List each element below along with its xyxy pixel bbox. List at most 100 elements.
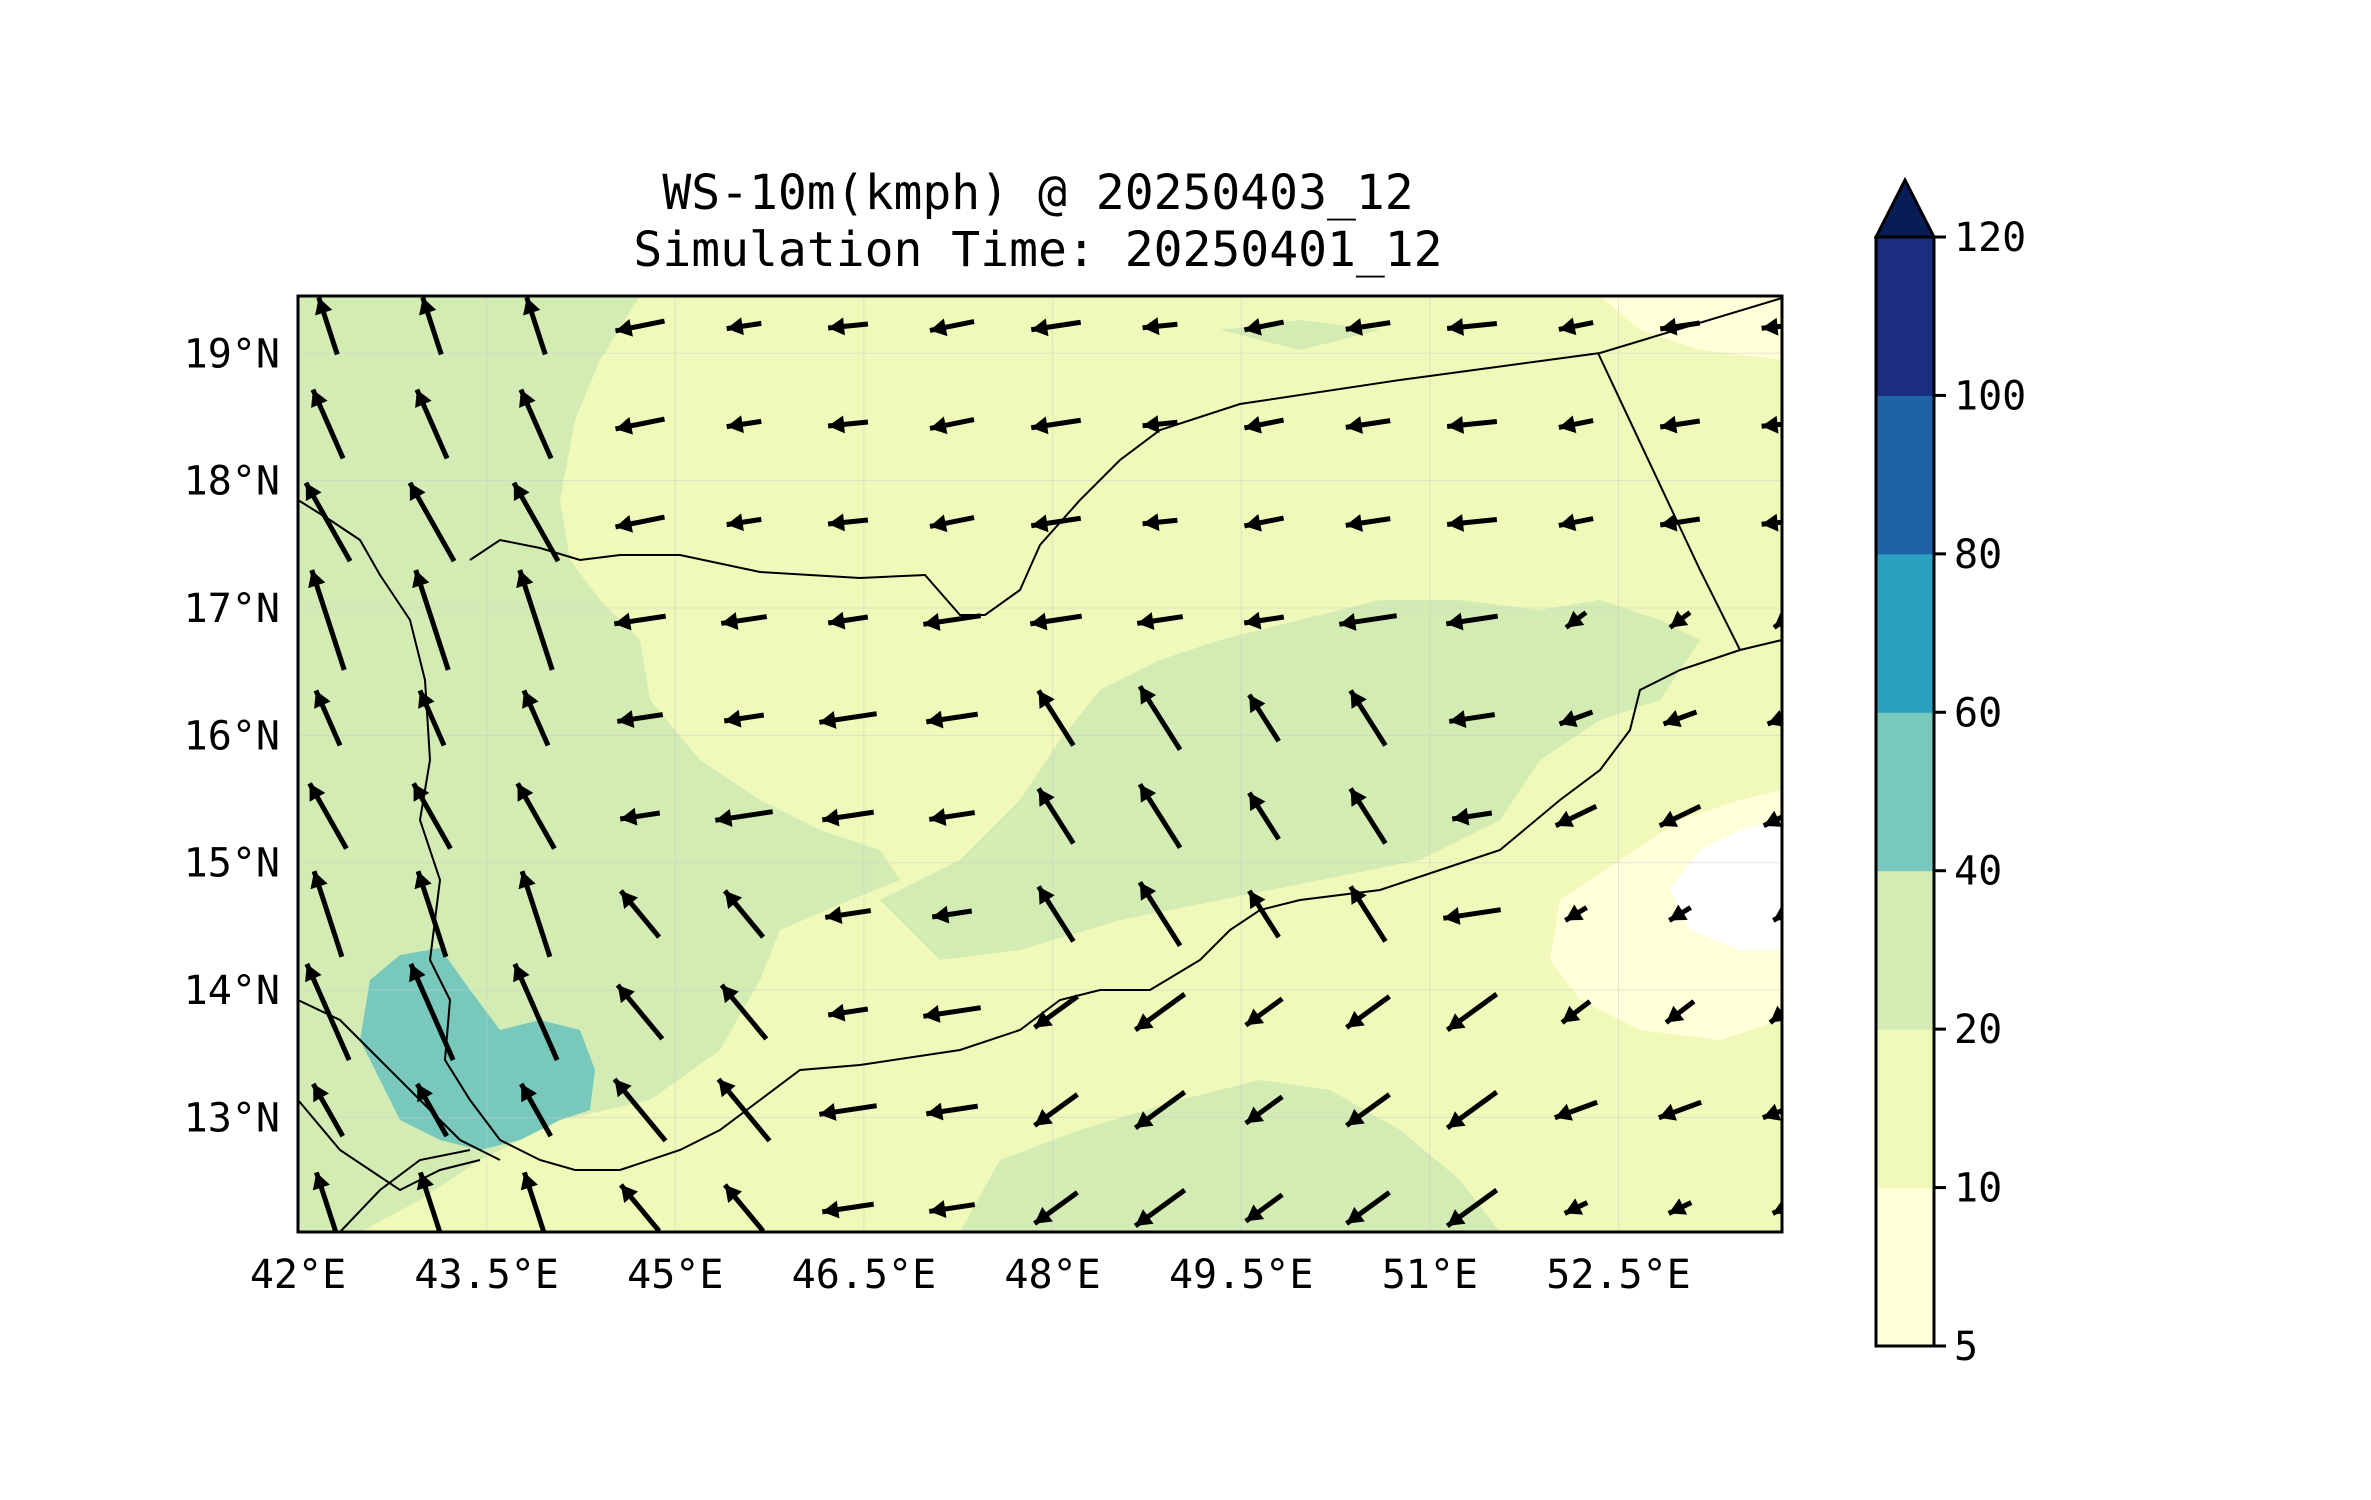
longitude-tick-labels: 42°E 43.5°E 45°E 46.5°E 48°E 49.5°E 51°E 52.5°E xyxy=(250,1252,1691,1298)
latitude-tick-labels: 19°N 18°N 17°N 16°N 15°N 14°N 13°N xyxy=(184,331,280,1141)
wind-arrow xyxy=(1761,415,1782,434)
wind-arrow xyxy=(313,689,343,747)
map-panel: 42°E 43.5°E 45°E 46.5°E 48°E 49.5°E 51°E 52.5°E… xyxy=(184,294,1784,1298)
wind-arrow xyxy=(616,710,664,728)
wind-arrow xyxy=(310,870,345,958)
colorbar-tick-label: 120 xyxy=(1954,215,2026,261)
contour-below-5-east xyxy=(1670,820,1782,950)
wind-arrow xyxy=(1761,513,1782,532)
colorbar-segment xyxy=(1876,712,1934,872)
wind-arrow xyxy=(1761,317,1782,336)
lon-tick-label: 45°E xyxy=(627,1252,723,1298)
wind-arrow xyxy=(1762,1103,1782,1121)
lat-tick-label: 18°N xyxy=(184,459,280,505)
wind-arrow xyxy=(1036,885,1076,943)
wind-arrow xyxy=(1137,880,1183,948)
wind-arrow xyxy=(821,808,875,827)
colorbar-segment xyxy=(1876,870,1934,1030)
wind-arrow xyxy=(519,1082,553,1138)
wind-arrow xyxy=(1448,710,1496,728)
wind-arrow xyxy=(1564,610,1588,630)
wind-arrow xyxy=(1345,318,1391,336)
wind-arrow xyxy=(827,513,869,532)
wind-arrow xyxy=(1348,885,1388,943)
wind-arrow xyxy=(419,296,444,356)
colorbar-tick-labels: 5 10 20 40 60 80 100 120 xyxy=(1934,215,2026,1370)
wind-arrow xyxy=(1033,1190,1079,1226)
wind-vector-field xyxy=(303,296,1782,1232)
wind-arrow xyxy=(1560,999,1592,1025)
colorbar-segment xyxy=(1876,1187,1934,1347)
wind-arrow xyxy=(1345,514,1391,532)
red-sea-coast xyxy=(298,499,620,1171)
wind-arrow xyxy=(922,1005,982,1023)
wind-arrow xyxy=(1036,689,1076,747)
wind-arrow xyxy=(1137,684,1183,752)
colorbar-tick-label: 5 xyxy=(1954,1324,1978,1370)
wind-arrow xyxy=(722,889,766,939)
lon-tick-label: 49.5°E xyxy=(1169,1252,1314,1298)
wind-arrow xyxy=(613,612,667,631)
wind-arrow xyxy=(315,296,340,356)
wind-arrow xyxy=(922,613,982,631)
wind-arrow xyxy=(615,514,665,533)
wind-arrow xyxy=(929,514,975,533)
wind-arrow xyxy=(716,1077,772,1143)
wind-arrow xyxy=(726,415,762,434)
wind-arrow xyxy=(1668,610,1692,630)
wind-arrow xyxy=(1554,1099,1598,1121)
wind-arrow xyxy=(618,1183,662,1232)
wind-arrow xyxy=(310,388,346,460)
lat-tick-label: 15°N xyxy=(184,841,280,887)
wind-arrow xyxy=(1133,1090,1187,1130)
wind-arrow xyxy=(1668,904,1692,923)
wind-arrow xyxy=(931,905,973,924)
wind-arrow xyxy=(303,481,353,563)
wind-arrow xyxy=(1030,514,1082,533)
wind-arrow xyxy=(612,1077,668,1143)
eritrea-border xyxy=(298,1099,481,1192)
wind-arrow xyxy=(1345,416,1391,434)
wind-arrow xyxy=(827,317,869,336)
wind-arrow xyxy=(1772,610,1782,630)
wind-arrow xyxy=(1345,1092,1391,1128)
wind-arrow xyxy=(925,710,979,729)
wind-arrow xyxy=(1243,317,1285,336)
wind-arrow xyxy=(516,569,555,671)
wind-arrow xyxy=(518,388,554,460)
colorbar-segments xyxy=(1876,237,1934,1347)
map-frame xyxy=(296,294,1784,1234)
lon-tick-label: 46.5°E xyxy=(792,1252,937,1298)
wind-arrow xyxy=(1142,415,1178,434)
wind-arrow xyxy=(928,1200,976,1218)
wind-arrow xyxy=(1133,1188,1187,1228)
wind-arrow xyxy=(1445,612,1499,631)
wind-arrow xyxy=(1446,513,1498,532)
lon-tick-label: 43.5°E xyxy=(414,1252,559,1298)
wind-arrow xyxy=(1558,709,1594,727)
colorbar-segment xyxy=(1876,395,1934,555)
wind-arrow xyxy=(1244,996,1284,1028)
colorbar-tick-label: 100 xyxy=(1954,373,2026,419)
wind-arrow xyxy=(821,1200,875,1219)
wind-arrow xyxy=(1030,318,1082,337)
contour-20-40-south xyxy=(960,1080,1500,1232)
wind-arrow xyxy=(515,782,557,850)
wind-arrow xyxy=(827,415,869,434)
colorbar-tick-label: 80 xyxy=(1954,532,2002,578)
lon-tick-label: 48°E xyxy=(1004,1252,1100,1298)
wind-arrow xyxy=(1243,611,1285,630)
wind-arrow xyxy=(726,513,762,532)
colorbar-segment xyxy=(1876,1029,1934,1189)
wind-arrow xyxy=(1558,415,1594,434)
wind-arrow xyxy=(415,1082,449,1138)
colorbar-extend-triangle xyxy=(1873,176,1937,239)
wind-arrow xyxy=(1658,803,1702,829)
colorbar: 5 10 20 40 60 80 100 120 xyxy=(1873,176,2026,1370)
wind-arrow xyxy=(1030,416,1082,435)
wind-arrow xyxy=(1348,787,1388,845)
colorbar-frame xyxy=(1874,235,1936,1348)
lat-tick-label: 19°N xyxy=(184,331,280,377)
wind-arrow xyxy=(414,388,450,460)
lon-tick-label: 51°E xyxy=(1382,1252,1478,1298)
